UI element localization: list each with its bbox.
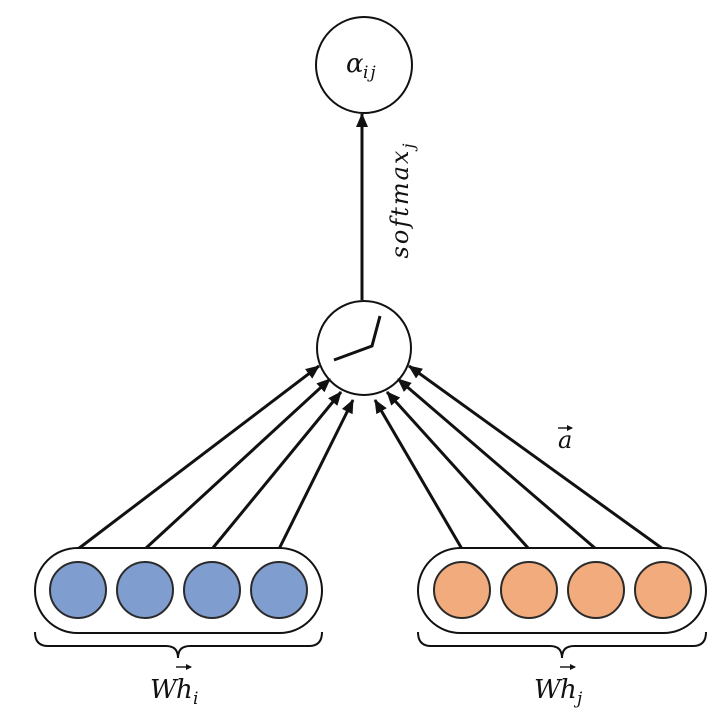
left-group-edges: [77, 364, 355, 551]
left-group-label: Whi: [150, 675, 198, 709]
right-feature-node: [567, 561, 625, 619]
left-feature-group: Whi: [34, 547, 323, 709]
activation-node: [316, 300, 412, 396]
softmax-subscript: j: [399, 142, 418, 152]
left-feature-node: [116, 561, 174, 619]
edge-left-4: [277, 399, 355, 550]
right-weight: W: [534, 675, 563, 705]
alpha-subscript: ij: [363, 63, 378, 83]
left-feature-node: [49, 561, 107, 619]
right-feature-node: [634, 561, 692, 619]
edge-right-2: [385, 390, 531, 551]
edge-right-3: [397, 377, 597, 551]
edge-left-2: [143, 377, 332, 551]
left-vector: h: [176, 675, 193, 705]
left-group-container: [34, 547, 323, 634]
right-feature-node: [433, 561, 491, 619]
right-vector: h: [560, 675, 577, 705]
edge-right-4: [408, 364, 664, 551]
edge-right-1: [373, 399, 464, 550]
edge-left-1: [77, 364, 320, 551]
left-feature-node: [183, 561, 241, 619]
left-feature-node: [250, 561, 308, 619]
attention-vector-label: a: [558, 425, 573, 454]
output-node: αij: [315, 16, 413, 114]
attention-vector-text: a: [558, 426, 572, 454]
right-group-label: Whj: [534, 675, 583, 709]
right-group-container: [417, 547, 707, 634]
softmax-text: softmax: [386, 149, 414, 259]
left-brace: [34, 631, 323, 659]
left-weight: W: [150, 675, 179, 705]
leaky-relu-icon: [333, 315, 382, 362]
right-subscript: j: [573, 689, 583, 709]
right-group-edges: [373, 364, 664, 551]
alpha-symbol: α: [346, 49, 364, 79]
right-feature-node: [500, 561, 558, 619]
output-node-label: αij: [346, 49, 378, 83]
softmax-label: softmaxj: [386, 142, 418, 259]
edge-left-3: [210, 391, 343, 550]
left-subscript: i: [193, 689, 198, 709]
right-feature-group: Whj: [417, 547, 707, 709]
right-brace: [417, 631, 707, 659]
